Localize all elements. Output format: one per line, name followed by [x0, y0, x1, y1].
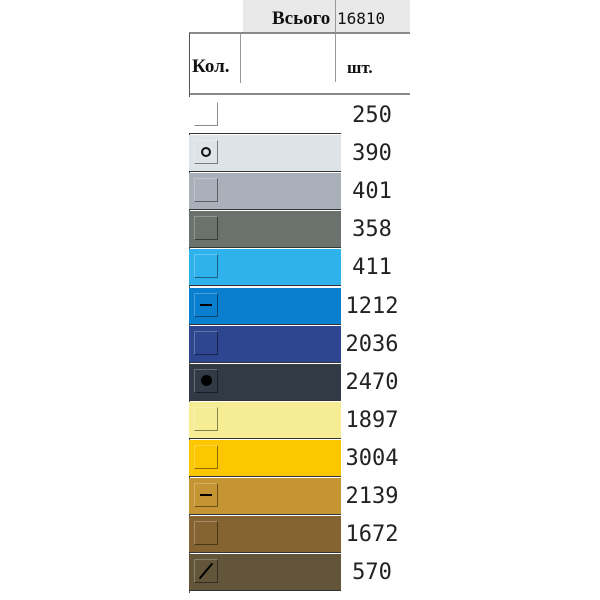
count-value: 2036	[345, 331, 399, 357]
total-label: Всього	[272, 8, 331, 29]
dot-icon	[200, 375, 212, 387]
color-row[interactable]	[189, 249, 341, 287]
total-value: 16810	[337, 9, 386, 28]
count-value: 570	[352, 560, 392, 586]
count-value: 390	[352, 141, 392, 167]
color-row[interactable]	[189, 287, 341, 325]
table-top-border	[189, 32, 410, 34]
column-divider	[335, 0, 336, 82]
color-swatch-checkbox[interactable]	[194, 559, 218, 584]
total-header-band	[243, 0, 410, 33]
color-row[interactable]	[189, 135, 341, 173]
slash-icon	[198, 562, 214, 580]
color-swatch-checkbox[interactable]	[194, 292, 218, 317]
count-value: 411	[352, 255, 392, 281]
color-row[interactable]	[189, 554, 341, 592]
circle-icon	[201, 147, 211, 158]
count-value: 1212	[345, 293, 399, 319]
count-value: 1672	[345, 522, 399, 548]
quantity-column-header: Кол.	[192, 56, 230, 77]
count-value: 358	[352, 217, 392, 243]
color-row[interactable]	[189, 401, 341, 439]
dash-icon	[200, 494, 212, 496]
color-swatch-checkbox[interactable]	[194, 102, 218, 126]
color-row[interactable]	[189, 173, 341, 211]
count-value: 2139	[345, 484, 399, 509]
header-bottom-border	[189, 93, 410, 95]
color-swatch-checkbox[interactable]	[194, 330, 218, 355]
color-swatch-checkbox[interactable]	[194, 406, 218, 431]
count-value: 401	[352, 179, 392, 205]
color-swatch-checkbox[interactable]	[194, 444, 218, 469]
unit-column-header: шт.	[347, 58, 373, 77]
count-value: 3004	[345, 445, 399, 471]
count-value: 2470	[345, 369, 399, 395]
color-swatch-checkbox[interactable]	[194, 521, 218, 546]
color-swatch-checkbox[interactable]	[194, 216, 218, 241]
color-row[interactable]	[189, 439, 341, 477]
color-swatch-checkbox[interactable]	[194, 178, 218, 203]
color-row[interactable]	[189, 325, 341, 363]
count-value: 1897	[345, 407, 399, 433]
column-divider	[240, 33, 241, 83]
color-row[interactable]	[189, 363, 341, 401]
color-swatch-checkbox[interactable]	[194, 140, 218, 165]
color-swatch-checkbox[interactable]	[194, 483, 218, 507]
color-row[interactable]	[189, 97, 341, 134]
color-row[interactable]	[189, 211, 341, 249]
color-swatch-checkbox[interactable]	[194, 368, 218, 393]
color-row[interactable]	[189, 516, 341, 554]
dash-icon	[200, 303, 212, 306]
color-row[interactable]	[189, 478, 341, 515]
count-value: 250	[352, 103, 392, 128]
color-swatch-checkbox[interactable]	[194, 254, 218, 279]
